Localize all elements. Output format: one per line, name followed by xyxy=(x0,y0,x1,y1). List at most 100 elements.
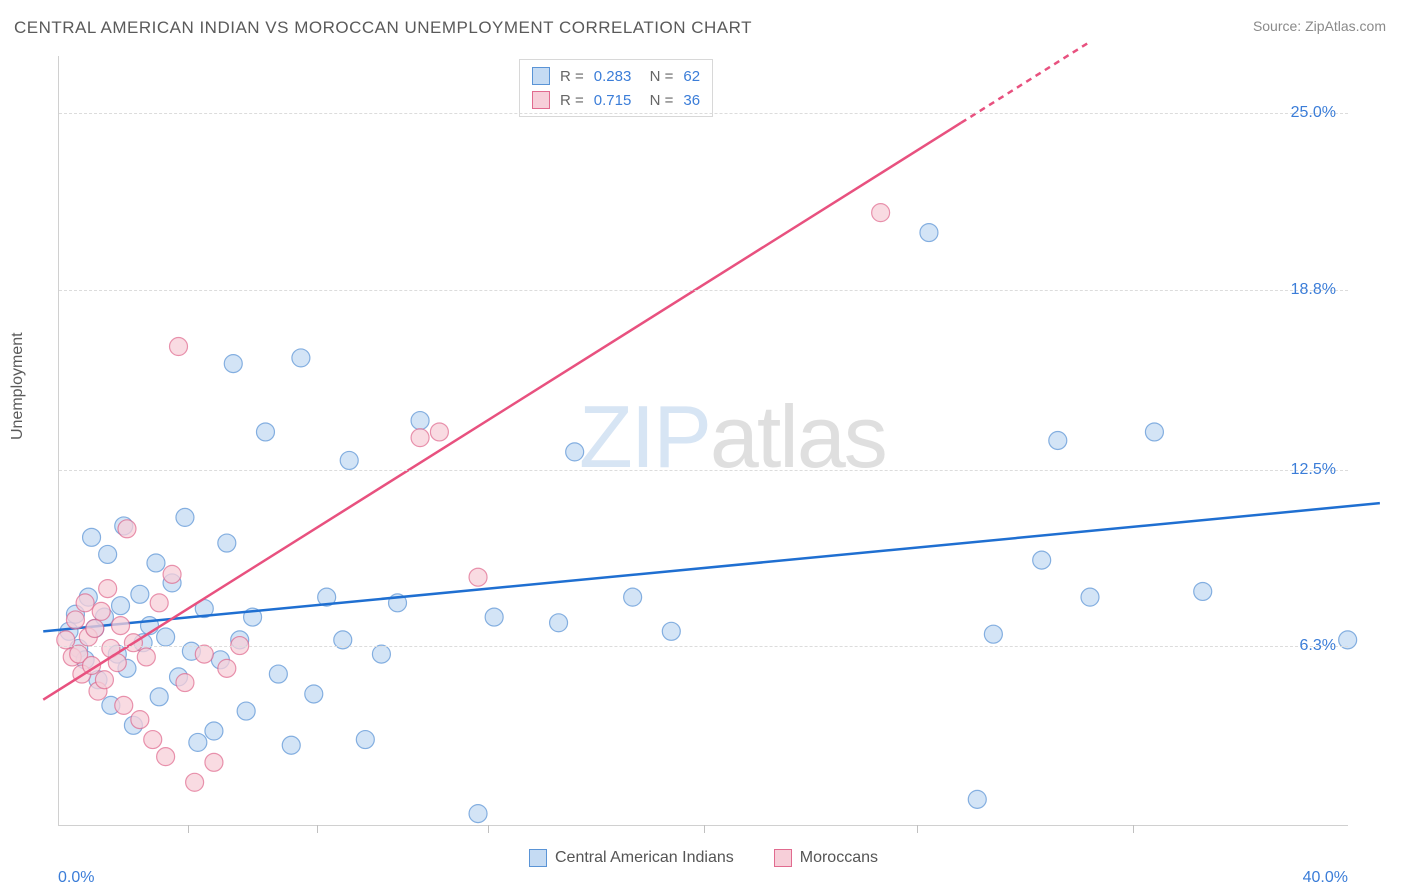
data-point xyxy=(163,565,181,583)
legend-correlation: R = 0.283 N = 62 R = 0.715 N = 36 xyxy=(519,59,713,117)
legend-n-value-2: 36 xyxy=(683,92,700,109)
legend-item-1: Central American Indians xyxy=(529,849,734,867)
data-point xyxy=(95,671,113,689)
data-point xyxy=(411,412,429,430)
x-tick xyxy=(917,825,918,833)
gridline xyxy=(59,290,1348,291)
legend-label-2: Moroccans xyxy=(800,849,878,867)
legend-r-value-2: 0.715 xyxy=(594,92,632,109)
data-point xyxy=(282,736,300,754)
legend-swatch-2 xyxy=(532,91,550,109)
data-point xyxy=(92,602,110,620)
data-point xyxy=(186,773,204,791)
y-tick-label: 12.5% xyxy=(1291,461,1336,479)
x-axis-max-label: 40.0% xyxy=(1303,869,1348,887)
data-point xyxy=(157,628,175,646)
data-point xyxy=(150,688,168,706)
data-point xyxy=(86,619,104,637)
chart-container: CENTRAL AMERICAN INDIAN VS MOROCCAN UNEM… xyxy=(0,0,1406,892)
data-point xyxy=(218,659,236,677)
data-point xyxy=(83,528,101,546)
data-point xyxy=(205,722,223,740)
data-point xyxy=(469,568,487,586)
legend-swatch-series-2 xyxy=(774,849,792,867)
data-point xyxy=(112,617,130,635)
source-label: Source: ZipAtlas.com xyxy=(1253,18,1386,34)
x-tick xyxy=(488,825,489,833)
data-point xyxy=(1145,423,1163,441)
data-point xyxy=(305,685,323,703)
data-point xyxy=(218,534,236,552)
data-point xyxy=(920,224,938,242)
data-point xyxy=(256,423,274,441)
legend-n-label: N = xyxy=(641,68,673,85)
x-tick xyxy=(704,825,705,833)
data-point xyxy=(170,338,188,356)
legend-row-1: R = 0.283 N = 62 xyxy=(532,64,700,88)
data-point xyxy=(624,588,642,606)
data-point xyxy=(112,597,130,615)
gridline xyxy=(59,113,1348,114)
gridline xyxy=(59,646,1348,647)
x-tick xyxy=(1133,825,1134,833)
legend-swatch-1 xyxy=(532,67,550,85)
data-point xyxy=(566,443,584,461)
data-point xyxy=(372,645,390,663)
y-tick-label: 6.3% xyxy=(1300,637,1336,655)
data-point xyxy=(131,585,149,603)
x-tick xyxy=(317,825,318,833)
data-point xyxy=(131,711,149,729)
y-tick-label: 18.8% xyxy=(1291,281,1336,299)
data-point xyxy=(99,545,117,563)
data-point xyxy=(137,648,155,666)
data-point xyxy=(176,674,194,692)
data-point xyxy=(662,622,680,640)
data-point xyxy=(485,608,503,626)
legend-r-value-1: 0.283 xyxy=(594,68,632,85)
gridline xyxy=(59,470,1348,471)
data-point xyxy=(411,429,429,447)
legend-n-label: N = xyxy=(641,92,673,109)
legend-item-2: Moroccans xyxy=(774,849,878,867)
data-point xyxy=(356,731,374,749)
data-point xyxy=(872,204,890,222)
data-point xyxy=(147,554,165,572)
data-point xyxy=(269,665,287,683)
legend-swatch-series-1 xyxy=(529,849,547,867)
data-point xyxy=(237,702,255,720)
legend-label-1: Central American Indians xyxy=(555,849,734,867)
data-point xyxy=(195,645,213,663)
data-point xyxy=(469,805,487,823)
legend-r-label: R = xyxy=(560,68,584,85)
data-point xyxy=(99,580,117,598)
data-point xyxy=(118,520,136,538)
chart-title: CENTRAL AMERICAN INDIAN VS MOROCCAN UNEM… xyxy=(14,18,752,38)
data-point xyxy=(176,508,194,526)
y-axis-label: Unemployment xyxy=(9,332,27,440)
trend-line-dashed xyxy=(961,42,1090,123)
plot-area: ZIPatlas R = 0.283 N = 62 R = 0.715 N = … xyxy=(58,56,1348,826)
data-point xyxy=(205,753,223,771)
data-point xyxy=(144,731,162,749)
data-point xyxy=(1033,551,1051,569)
data-point xyxy=(150,594,168,612)
y-tick-label: 25.0% xyxy=(1291,104,1336,122)
data-point xyxy=(189,733,207,751)
data-point xyxy=(1194,582,1212,600)
data-point xyxy=(984,625,1002,643)
data-point xyxy=(292,349,310,367)
data-point xyxy=(224,355,242,373)
data-point xyxy=(115,696,133,714)
legend-n-value-1: 62 xyxy=(683,68,700,85)
x-axis-min-label: 0.0% xyxy=(58,869,94,887)
data-point xyxy=(66,611,84,629)
plot-svg xyxy=(59,56,1348,825)
legend-row-2: R = 0.715 N = 36 xyxy=(532,88,700,112)
legend-series: Central American Indians Moroccans xyxy=(59,849,1348,867)
data-point xyxy=(968,790,986,808)
data-point xyxy=(157,748,175,766)
legend-r-label: R = xyxy=(560,92,584,109)
x-tick xyxy=(188,825,189,833)
data-point xyxy=(340,451,358,469)
data-point xyxy=(430,423,448,441)
